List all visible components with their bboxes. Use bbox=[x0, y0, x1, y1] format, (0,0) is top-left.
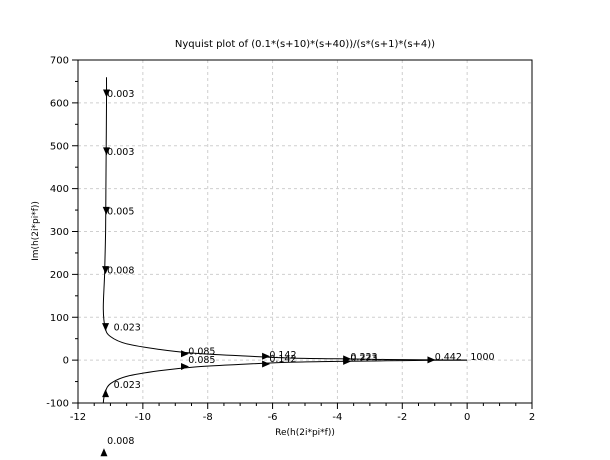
y-tick-label: 600 bbox=[50, 98, 69, 109]
grid bbox=[78, 60, 532, 403]
axes: -12 -10 -8 -6 -4 -2 0 2 -100 0 100 200 300 400 500 600 7… bbox=[46, 56, 535, 424]
frequency-label: 0.142 bbox=[269, 350, 296, 361]
frequency-label: 1000 bbox=[470, 352, 494, 363]
chart-title: Nyquist plot of (0.1*(s+10)*(s+40))/(s*(… bbox=[175, 39, 435, 50]
arrow-marker bbox=[102, 266, 110, 275]
arrow-marker bbox=[262, 360, 271, 368]
x-tick-label: 2 bbox=[529, 412, 535, 423]
frequency-label: 0.003 bbox=[107, 147, 134, 158]
y-axis-label: Im(h(2i*pi*f)) bbox=[31, 201, 41, 261]
frequency-label: 0.223 bbox=[350, 353, 377, 364]
frequency-label: 0.003 bbox=[107, 89, 134, 100]
frequency-label: 0.005 bbox=[107, 206, 134, 217]
series-line-1 bbox=[102, 359, 468, 403]
frequency-label: 0.023 bbox=[114, 380, 141, 391]
x-tick-label: -12 bbox=[70, 412, 86, 423]
x-axis-label: Re(h(2i*pi*f)) bbox=[275, 428, 335, 438]
y-tick-label: 0 bbox=[63, 356, 69, 367]
series-line-0 bbox=[102, 77, 468, 361]
frequency-label: 0.008 bbox=[107, 436, 134, 447]
arrow-marker bbox=[100, 448, 108, 457]
frequency-label: 0.085 bbox=[188, 347, 215, 358]
y-tick-label: 100 bbox=[50, 313, 69, 324]
frequency-label: 0.442 bbox=[435, 352, 462, 363]
x-tick-label: -4 bbox=[332, 412, 342, 423]
arrow-marker bbox=[102, 389, 110, 398]
y-tick-label: 500 bbox=[50, 141, 69, 152]
arrow-marker bbox=[343, 357, 352, 365]
y-tick-label: 400 bbox=[50, 184, 69, 195]
y-tick-label: -100 bbox=[46, 399, 69, 410]
frequency-label: 0.223 bbox=[350, 352, 377, 363]
frequency-label: 0.085 bbox=[188, 355, 215, 366]
arrow-markers bbox=[100, 89, 436, 457]
frequency-label: 0.142 bbox=[269, 354, 296, 365]
x-tick-label: -2 bbox=[397, 412, 407, 423]
arrow-marker bbox=[102, 206, 110, 215]
arrow-marker bbox=[102, 323, 110, 332]
x-tick-label: -10 bbox=[135, 412, 151, 423]
y-tick-label: 300 bbox=[50, 227, 69, 238]
frequency-label: 0.023 bbox=[114, 323, 141, 334]
arrow-marker bbox=[103, 147, 111, 156]
annotations: 0.003 0.003 0.005 0.008 0.023 0.085 0.142 0.223… bbox=[107, 89, 494, 447]
x-tick-label: -8 bbox=[203, 412, 213, 423]
arrow-marker bbox=[103, 89, 111, 98]
arrow-marker bbox=[262, 352, 271, 360]
y-tick-label: 700 bbox=[50, 56, 69, 67]
frequency-label: 0.008 bbox=[107, 266, 134, 277]
y-tick-label: 200 bbox=[50, 270, 69, 281]
arrow-marker bbox=[427, 356, 436, 364]
arrow-marker bbox=[181, 363, 190, 371]
arrow-marker bbox=[181, 350, 190, 358]
x-tick-label: -6 bbox=[268, 412, 278, 423]
x-tick-label: 0 bbox=[464, 412, 470, 423]
